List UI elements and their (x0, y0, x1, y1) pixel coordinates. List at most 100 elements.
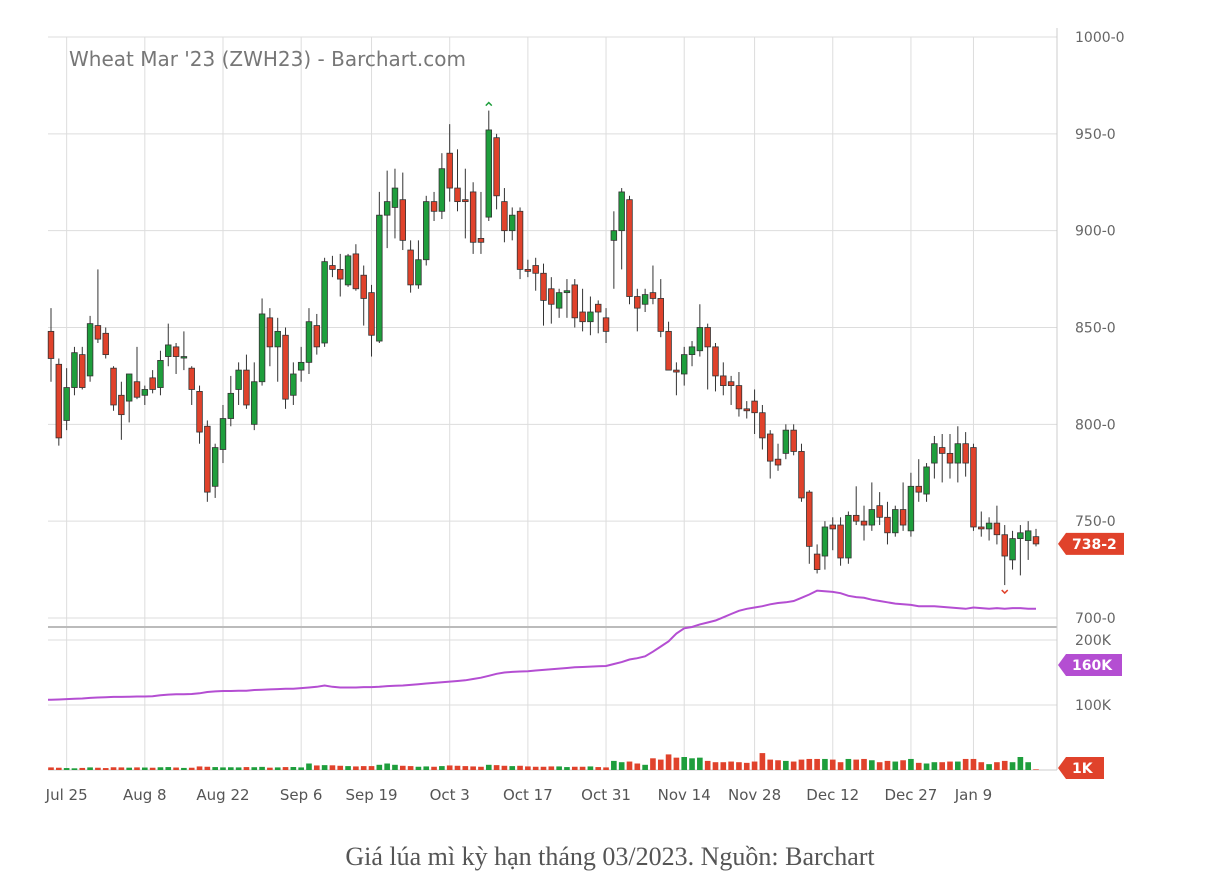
candle (540, 263, 547, 326)
candle-body (266, 317, 274, 348)
candle (790, 424, 797, 456)
candle (649, 265, 657, 305)
candle (79, 346, 86, 390)
volume-bar (149, 767, 156, 770)
candle (501, 188, 508, 243)
volume-bar (87, 767, 93, 770)
volume-bar (837, 762, 844, 770)
volume-bar (970, 758, 977, 770)
candle (305, 308, 313, 374)
volume-bar (227, 767, 234, 770)
volume-bar (947, 761, 953, 770)
volume-bar (345, 766, 351, 770)
volume-bar (157, 767, 164, 770)
candle (227, 375, 235, 427)
candle (696, 304, 704, 357)
candle-body (282, 334, 289, 400)
candle (681, 346, 688, 386)
volume-bar (196, 766, 203, 770)
candle-body (899, 509, 907, 526)
volume-bar (173, 767, 179, 770)
candle (329, 255, 336, 278)
candle (55, 358, 63, 446)
candle-body (399, 199, 407, 241)
volume-tick-label: 100K (1075, 698, 1112, 714)
candle-body (157, 360, 164, 388)
candle-body (149, 377, 156, 390)
candle (360, 265, 367, 326)
candle (399, 172, 407, 251)
candle-body (251, 381, 258, 425)
candle-body (649, 292, 657, 299)
candle (165, 323, 172, 367)
candle-body (735, 385, 743, 410)
candle-body (766, 433, 774, 462)
candle-body (540, 272, 547, 301)
candle (462, 168, 469, 239)
candle (915, 459, 922, 502)
volume-bar (212, 767, 218, 770)
candle-body (837, 524, 844, 559)
candle-body (595, 303, 602, 313)
price-axis: 1000-0 950-0 900-0 850-0 800-0 750-0 700-0 (1075, 30, 1125, 627)
volume-bar (141, 767, 148, 770)
candle-body (978, 526, 985, 530)
candle (172, 342, 180, 374)
candle (829, 517, 836, 551)
candle-body (71, 352, 78, 388)
candle-body (368, 292, 375, 336)
candle-body (172, 346, 180, 357)
volume-bar (689, 758, 695, 770)
candle (290, 362, 297, 405)
candle-body (759, 412, 766, 439)
candle (798, 443, 805, 502)
candle (524, 259, 532, 278)
candle-body (188, 367, 195, 390)
candle-body (884, 516, 891, 534)
candle-body (313, 325, 321, 348)
candle (735, 372, 743, 417)
candle (618, 188, 625, 270)
x-tick-label: Sep 6 (280, 786, 323, 804)
candle-body (634, 296, 641, 309)
candle-body (423, 201, 430, 261)
volume-bar (1033, 769, 1039, 770)
candle-body (954, 443, 962, 464)
candle-body (462, 199, 469, 203)
candle (579, 288, 586, 332)
volume-bar (478, 766, 484, 770)
volume-bar (611, 760, 617, 770)
candle-body (501, 201, 508, 232)
candle (602, 308, 610, 343)
candle-body (962, 443, 969, 464)
candle (704, 323, 711, 390)
candle (297, 346, 305, 382)
candle (1017, 525, 1024, 576)
volume-bar (126, 767, 132, 770)
candle-body (931, 443, 938, 464)
candle-body (868, 509, 876, 526)
candle-body (243, 369, 250, 406)
candle-body (438, 168, 446, 212)
candle-body (516, 210, 524, 270)
volume-bar (446, 765, 453, 770)
candle (555, 288, 563, 318)
candle-body (555, 292, 563, 309)
candle-body (751, 400, 758, 414)
volume-bar (876, 762, 883, 770)
volume-bar (939, 762, 946, 770)
candle-body (509, 214, 516, 232)
x-tick-label: Jan 9 (954, 786, 992, 804)
candle (923, 463, 930, 502)
volume-bar (955, 761, 961, 770)
candle-body (47, 330, 55, 359)
volume-bar (861, 758, 867, 770)
candle (970, 443, 977, 531)
candle-body (110, 367, 117, 406)
candle-body (337, 268, 344, 280)
candle-body (485, 129, 492, 218)
volume-bar (853, 759, 860, 770)
candle (133, 346, 141, 400)
candle (868, 482, 876, 531)
candle-body (845, 514, 852, 559)
